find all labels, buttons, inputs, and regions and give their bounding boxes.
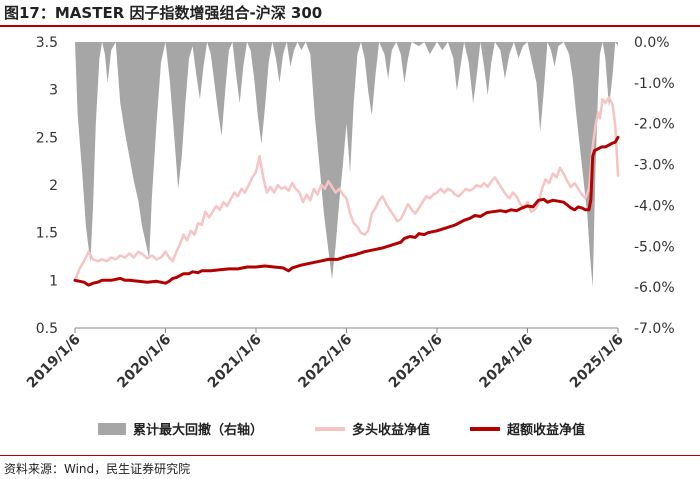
right-axis-tick-label: -1.0%	[634, 76, 675, 92]
left-axis-tick-label: 3	[49, 83, 58, 99]
legend-label-excess: 超额收益净值	[507, 422, 585, 438]
right-axis-tick-label: -4.0%	[634, 198, 675, 214]
right-axis-tick-label: -7.0%	[634, 321, 675, 337]
legend-label-drawdown: 累计最大回撤（右轴）	[133, 422, 263, 438]
legend-label-long: 多头收益净值	[352, 422, 430, 438]
right-axis-tick-label: -3.0%	[634, 158, 675, 174]
drawdown-area-layer	[75, 42, 618, 288]
lines-layer	[73, 96, 620, 287]
right-axis-tick-label: -2.0%	[634, 117, 675, 133]
x-axis-tick-label: 2022/1/6	[295, 332, 355, 392]
legend: 累计最大回撤（右轴） 多头收益净值 超额收益净值	[98, 422, 585, 438]
source-divider	[0, 455, 700, 456]
right-axis-tick-label: -5.0%	[634, 239, 675, 255]
x-axis-tick-label: 2020/1/6	[114, 332, 174, 392]
x-axis-tick-label: 2019/1/6	[24, 332, 84, 392]
left-axis-tick-label: 2	[49, 178, 58, 194]
left-axis-tick-label: 3.5	[36, 35, 58, 51]
line-chart: 3.5 3 2.5 2 1.5 1 0.5 0.0% -1.0% -2.0% -3.0% -4.0% -…	[24, 35, 675, 438]
series-drawdown-area	[75, 42, 618, 288]
series-excess-line	[73, 135, 620, 287]
x-axis-tick-label: 2025/1/6	[567, 332, 627, 392]
legend-swatch-drawdown	[98, 423, 126, 435]
left-axis-tick-label: 1.5	[36, 226, 58, 242]
chart-title: 图17：MASTER 因子指数增强组合-沪深 300	[4, 4, 323, 22]
left-axis-tick-label: 2.5	[36, 130, 58, 146]
right-axis-tick-label: 0.0%	[634, 35, 670, 51]
x-axis-tick-label: 2023/1/6	[386, 332, 446, 392]
right-axis-tick-label: -6.0%	[634, 280, 675, 296]
series-long-line	[73, 96, 620, 282]
left-axis-tick-label: 0.5	[36, 321, 58, 337]
source-note: 资料来源：Wind，民生证券研究院	[4, 462, 191, 476]
x-axis-tick-label: 2021/1/6	[205, 332, 265, 392]
left-axis-tick-label: 1	[49, 273, 58, 289]
x-axis-tick-label: 2024/1/6	[476, 332, 536, 392]
title-divider	[0, 25, 700, 27]
